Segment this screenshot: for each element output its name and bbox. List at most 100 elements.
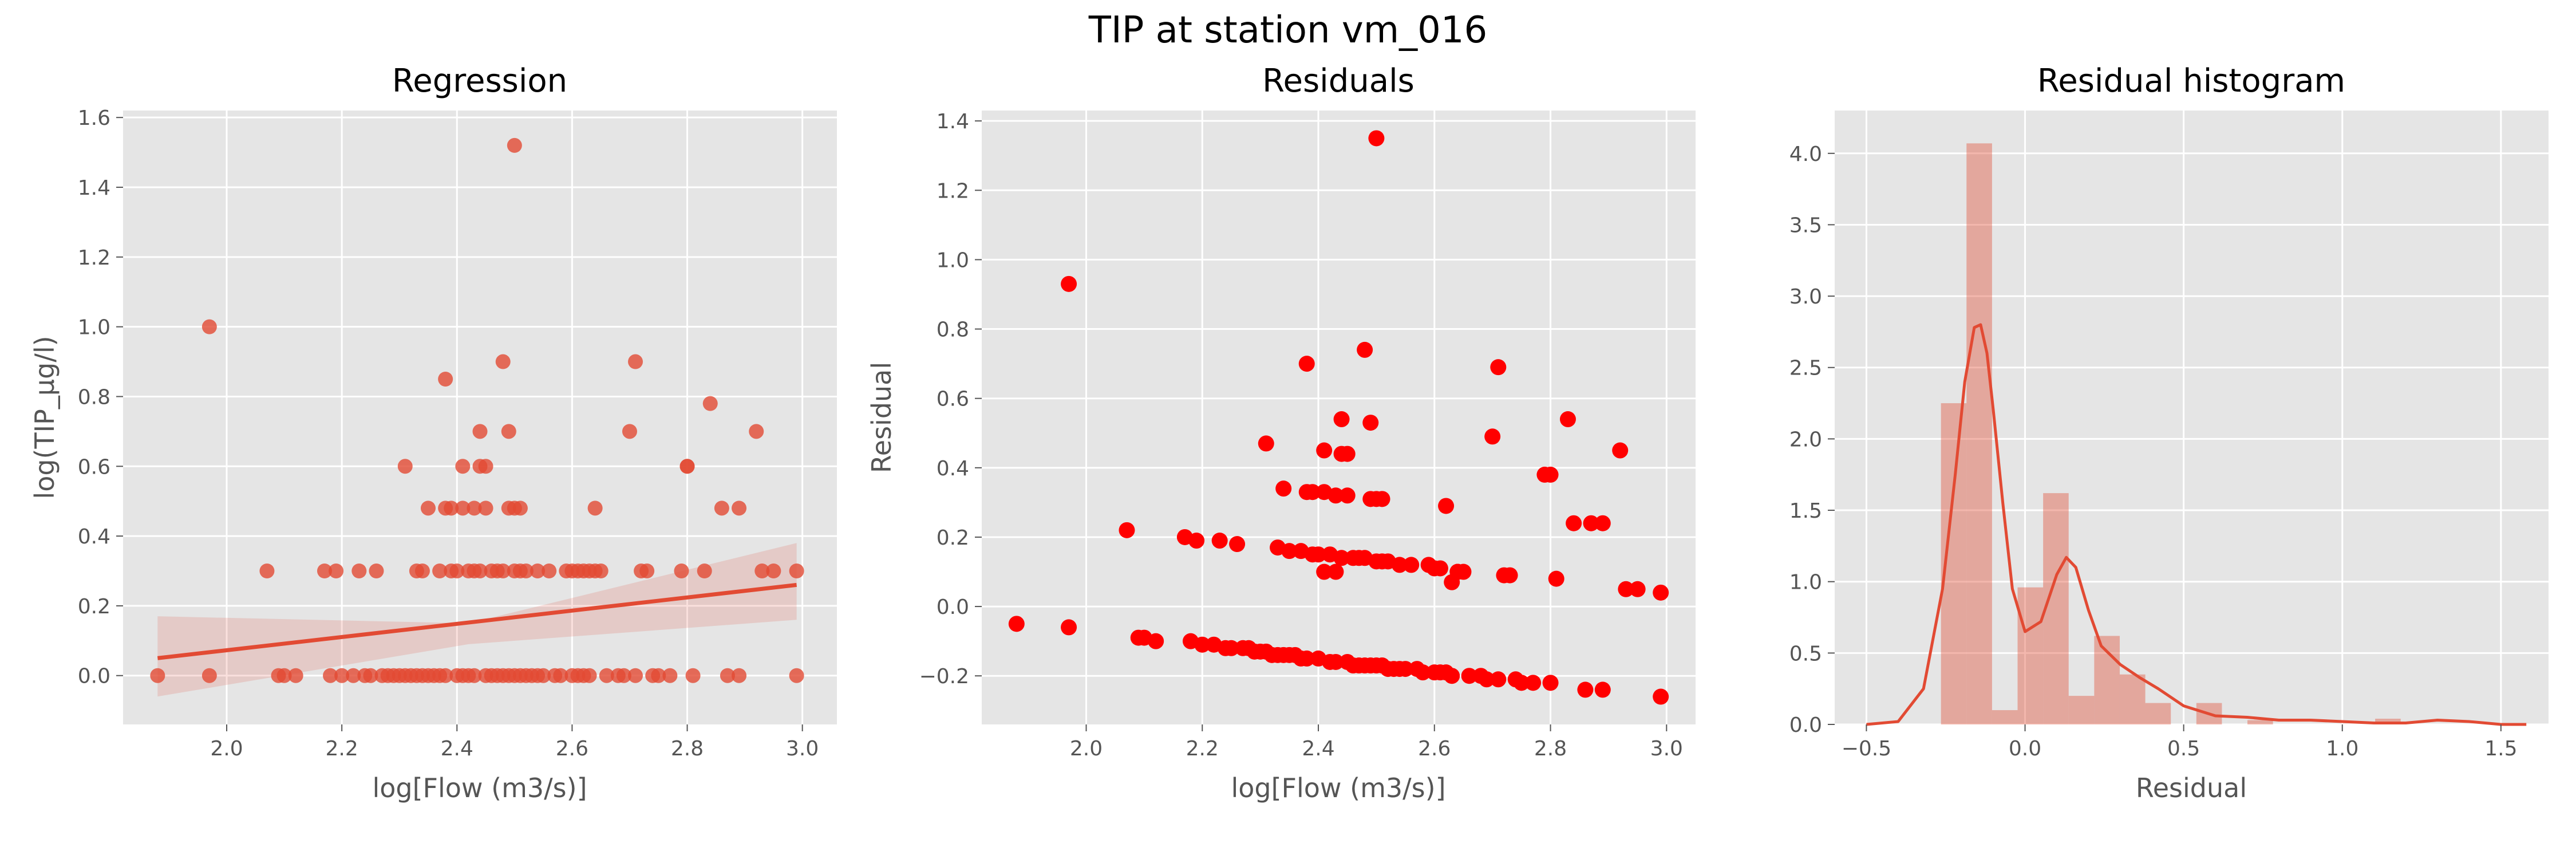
residual-point <box>1229 536 1246 553</box>
residual-point <box>1211 533 1228 549</box>
regression-point <box>363 668 378 683</box>
regression-point <box>455 459 471 474</box>
regression-xtick-label: 2.4 <box>441 737 473 761</box>
regression-point <box>593 564 609 578</box>
regression-xtick-label: 2.8 <box>671 737 704 761</box>
regression-point <box>351 564 367 578</box>
residuals-ytick-label: 0.2 <box>937 526 969 550</box>
regression-point <box>334 668 350 683</box>
regression-ytick-label: 1.2 <box>78 246 110 270</box>
regression-point <box>288 668 303 683</box>
regression-point <box>397 459 413 474</box>
residual-point <box>1629 581 1646 597</box>
residuals-xtick-label: 3.0 <box>1650 737 1683 761</box>
regression-confidence-band <box>157 543 797 697</box>
residual-point <box>1479 671 1495 688</box>
residual-point <box>1374 491 1390 507</box>
regression-point <box>438 372 453 387</box>
regression-xtick-label: 3.0 <box>786 737 819 761</box>
regression-point <box>444 501 459 516</box>
residual-point <box>1275 480 1292 497</box>
regression-point <box>507 137 522 153</box>
regression-point <box>587 501 603 516</box>
residuals-ytick-label: 0.0 <box>937 596 969 619</box>
regression-ytick-label: 0.0 <box>78 665 110 688</box>
regression-point <box>432 564 448 578</box>
residual-point <box>1415 664 1431 681</box>
residual-point <box>1542 466 1559 483</box>
residual-point <box>1594 681 1611 698</box>
residuals-ytick-label: 0.6 <box>937 388 969 411</box>
regression-point <box>674 564 689 578</box>
histogram-ytick-label: 1.5 <box>1789 499 1822 523</box>
residual-point <box>1438 498 1455 514</box>
residual-point <box>1316 442 1333 459</box>
regression-point <box>685 668 701 683</box>
residual-point <box>1653 584 1669 601</box>
regression-point <box>369 564 384 578</box>
regression-ylabel: log(TIP_µg/l) <box>29 336 60 499</box>
histogram-bar <box>2017 587 2044 724</box>
histogram-ytick-label: 2.5 <box>1789 357 1822 380</box>
regression-point <box>536 668 551 683</box>
histogram-xtick-label: 1.0 <box>2326 737 2358 761</box>
regression-point <box>150 668 165 683</box>
histogram-ytick-label: 0.0 <box>1789 714 1822 737</box>
residual-point <box>1513 675 1530 691</box>
regression-point <box>662 668 678 683</box>
histogram-ytick-label: 3.0 <box>1789 285 1822 309</box>
residual-point <box>1008 616 1025 632</box>
regression-point <box>317 564 332 578</box>
histogram-panel: −0.5 0.0 0.5 1.0 1.5 0.0 0.5 1.0 1.5 2.0 2.5 3.0 3.… <box>1789 62 2549 803</box>
residuals-ylabel: Residual <box>866 362 897 473</box>
residuals-ytick-label: 0.4 <box>937 457 969 480</box>
regression-point <box>749 424 764 439</box>
regression-point <box>720 668 735 683</box>
regression-point <box>697 564 712 578</box>
regression-point <box>789 668 804 683</box>
residuals-ytick-label: 1.2 <box>937 179 969 203</box>
residual-point <box>1061 619 1077 636</box>
residual-point <box>1223 640 1239 656</box>
residual-point <box>1316 564 1333 580</box>
regression-point <box>639 564 655 578</box>
residual-point <box>1391 557 1408 573</box>
residuals-ytick-label: 1.0 <box>937 249 969 272</box>
regression-ytick-label: 0.2 <box>78 595 110 618</box>
regression-point <box>616 668 631 683</box>
residual-point <box>1258 435 1274 452</box>
regression-point <box>518 564 534 578</box>
residual-point <box>1542 675 1559 691</box>
residuals-xtick-label: 2.4 <box>1302 737 1334 761</box>
regression-point <box>553 668 568 683</box>
residual-point <box>1484 428 1501 445</box>
residual-point <box>1327 653 1344 670</box>
residual-point <box>1061 275 1077 292</box>
residual-point <box>1525 675 1542 691</box>
residual-point <box>1368 130 1385 147</box>
residual-point <box>1362 415 1379 431</box>
regression-point <box>478 501 493 516</box>
histogram-xtick-label: 1.5 <box>2484 737 2517 761</box>
residual-point <box>1577 681 1594 698</box>
residual-point <box>1559 411 1576 428</box>
residual-point <box>1357 341 1373 358</box>
residual-point <box>1339 487 1356 504</box>
regression-point <box>622 424 637 439</box>
histogram-ytick-label: 0.5 <box>1789 642 1822 665</box>
histogram-xtick-label: 0.5 <box>2167 737 2200 761</box>
regression-title: Regression <box>392 62 567 100</box>
residual-point <box>1327 564 1344 580</box>
regression-point <box>467 668 482 683</box>
regression-point <box>202 668 217 683</box>
regression-ytick-label: 1.4 <box>78 176 110 200</box>
histogram-bar <box>2043 493 2069 724</box>
regression-point <box>346 668 361 683</box>
residual-point <box>1594 515 1611 531</box>
residual-point <box>1188 533 1205 549</box>
residual-point <box>1281 543 1298 559</box>
regression-point <box>420 501 436 516</box>
histogram-plot-area <box>1835 111 2549 724</box>
residual-point <box>1304 484 1321 501</box>
regression-point <box>202 319 217 334</box>
